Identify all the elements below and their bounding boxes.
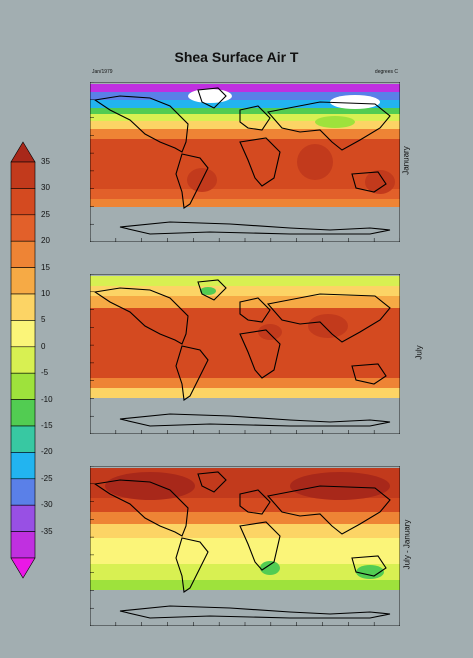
colorbar-label: 20	[41, 236, 50, 246]
temperature-field	[90, 84, 400, 242]
colorbar-label: -10	[41, 394, 53, 404]
colorbar-label: 25	[41, 209, 50, 219]
colorbar-swatch	[10, 161, 36, 189]
colorbar-label: 0	[41, 341, 46, 351]
colorbar-label: -15	[41, 421, 53, 430]
colorbar-swatch	[10, 320, 36, 348]
colorbar-swatch	[10, 504, 36, 532]
colorbar-swatch	[10, 425, 36, 453]
colorbar-label: 35	[41, 157, 50, 166]
colorbar-label: -5	[41, 368, 49, 378]
colorbar-label: -20	[41, 447, 53, 457]
colorbar-swatch	[10, 214, 36, 242]
colorbar-swatch	[10, 141, 36, 163]
colorbar-swatch	[10, 188, 36, 216]
colorbar-label: -30	[41, 500, 53, 510]
panel-label-july: July	[414, 345, 424, 360]
map-january	[90, 82, 400, 242]
date-label: Jan/1979	[92, 69, 113, 75]
colorbar-swatch	[10, 267, 36, 295]
colorbar-label: 10	[41, 289, 50, 298]
colorbar-swatch	[10, 240, 36, 268]
colorbar-scale	[10, 141, 36, 579]
units-label: degrees C	[374, 69, 398, 75]
map-panel-difference: July - January	[90, 466, 411, 626]
colorbar-label: 30	[41, 183, 50, 193]
colorbar-label: -35	[41, 526, 53, 536]
colorbar-swatch	[10, 557, 36, 579]
map-panel-january: Jan/1979 degrees C	[90, 69, 411, 242]
colorbar-swatch	[10, 452, 36, 480]
map-panel-july: July	[90, 274, 424, 434]
colorbar-swatch	[10, 372, 36, 400]
colorbar-swatch	[10, 478, 36, 506]
colorbar-label: -25	[41, 473, 53, 483]
colorbar-swatch	[10, 346, 36, 374]
map-july	[90, 274, 400, 434]
panel-label-january: January	[401, 146, 411, 175]
colorbar-swatch	[10, 399, 36, 427]
colorbar-label: 15	[41, 262, 50, 272]
colorbar-swatch	[10, 293, 36, 321]
figure-title: Shea Surface Air T	[174, 49, 299, 65]
temperature-field	[90, 276, 400, 434]
colorbar: 35 30 25 20 15 10 5 0 -5 -10 -15 -20 -25 -30 -35	[9, 140, 53, 580]
colorbar-swatch	[10, 531, 36, 559]
colorbar-label: 5	[41, 315, 46, 325]
temperature-field	[90, 468, 400, 626]
panel-label-difference: July - January	[402, 519, 412, 570]
map-july-minus-january	[90, 466, 400, 626]
